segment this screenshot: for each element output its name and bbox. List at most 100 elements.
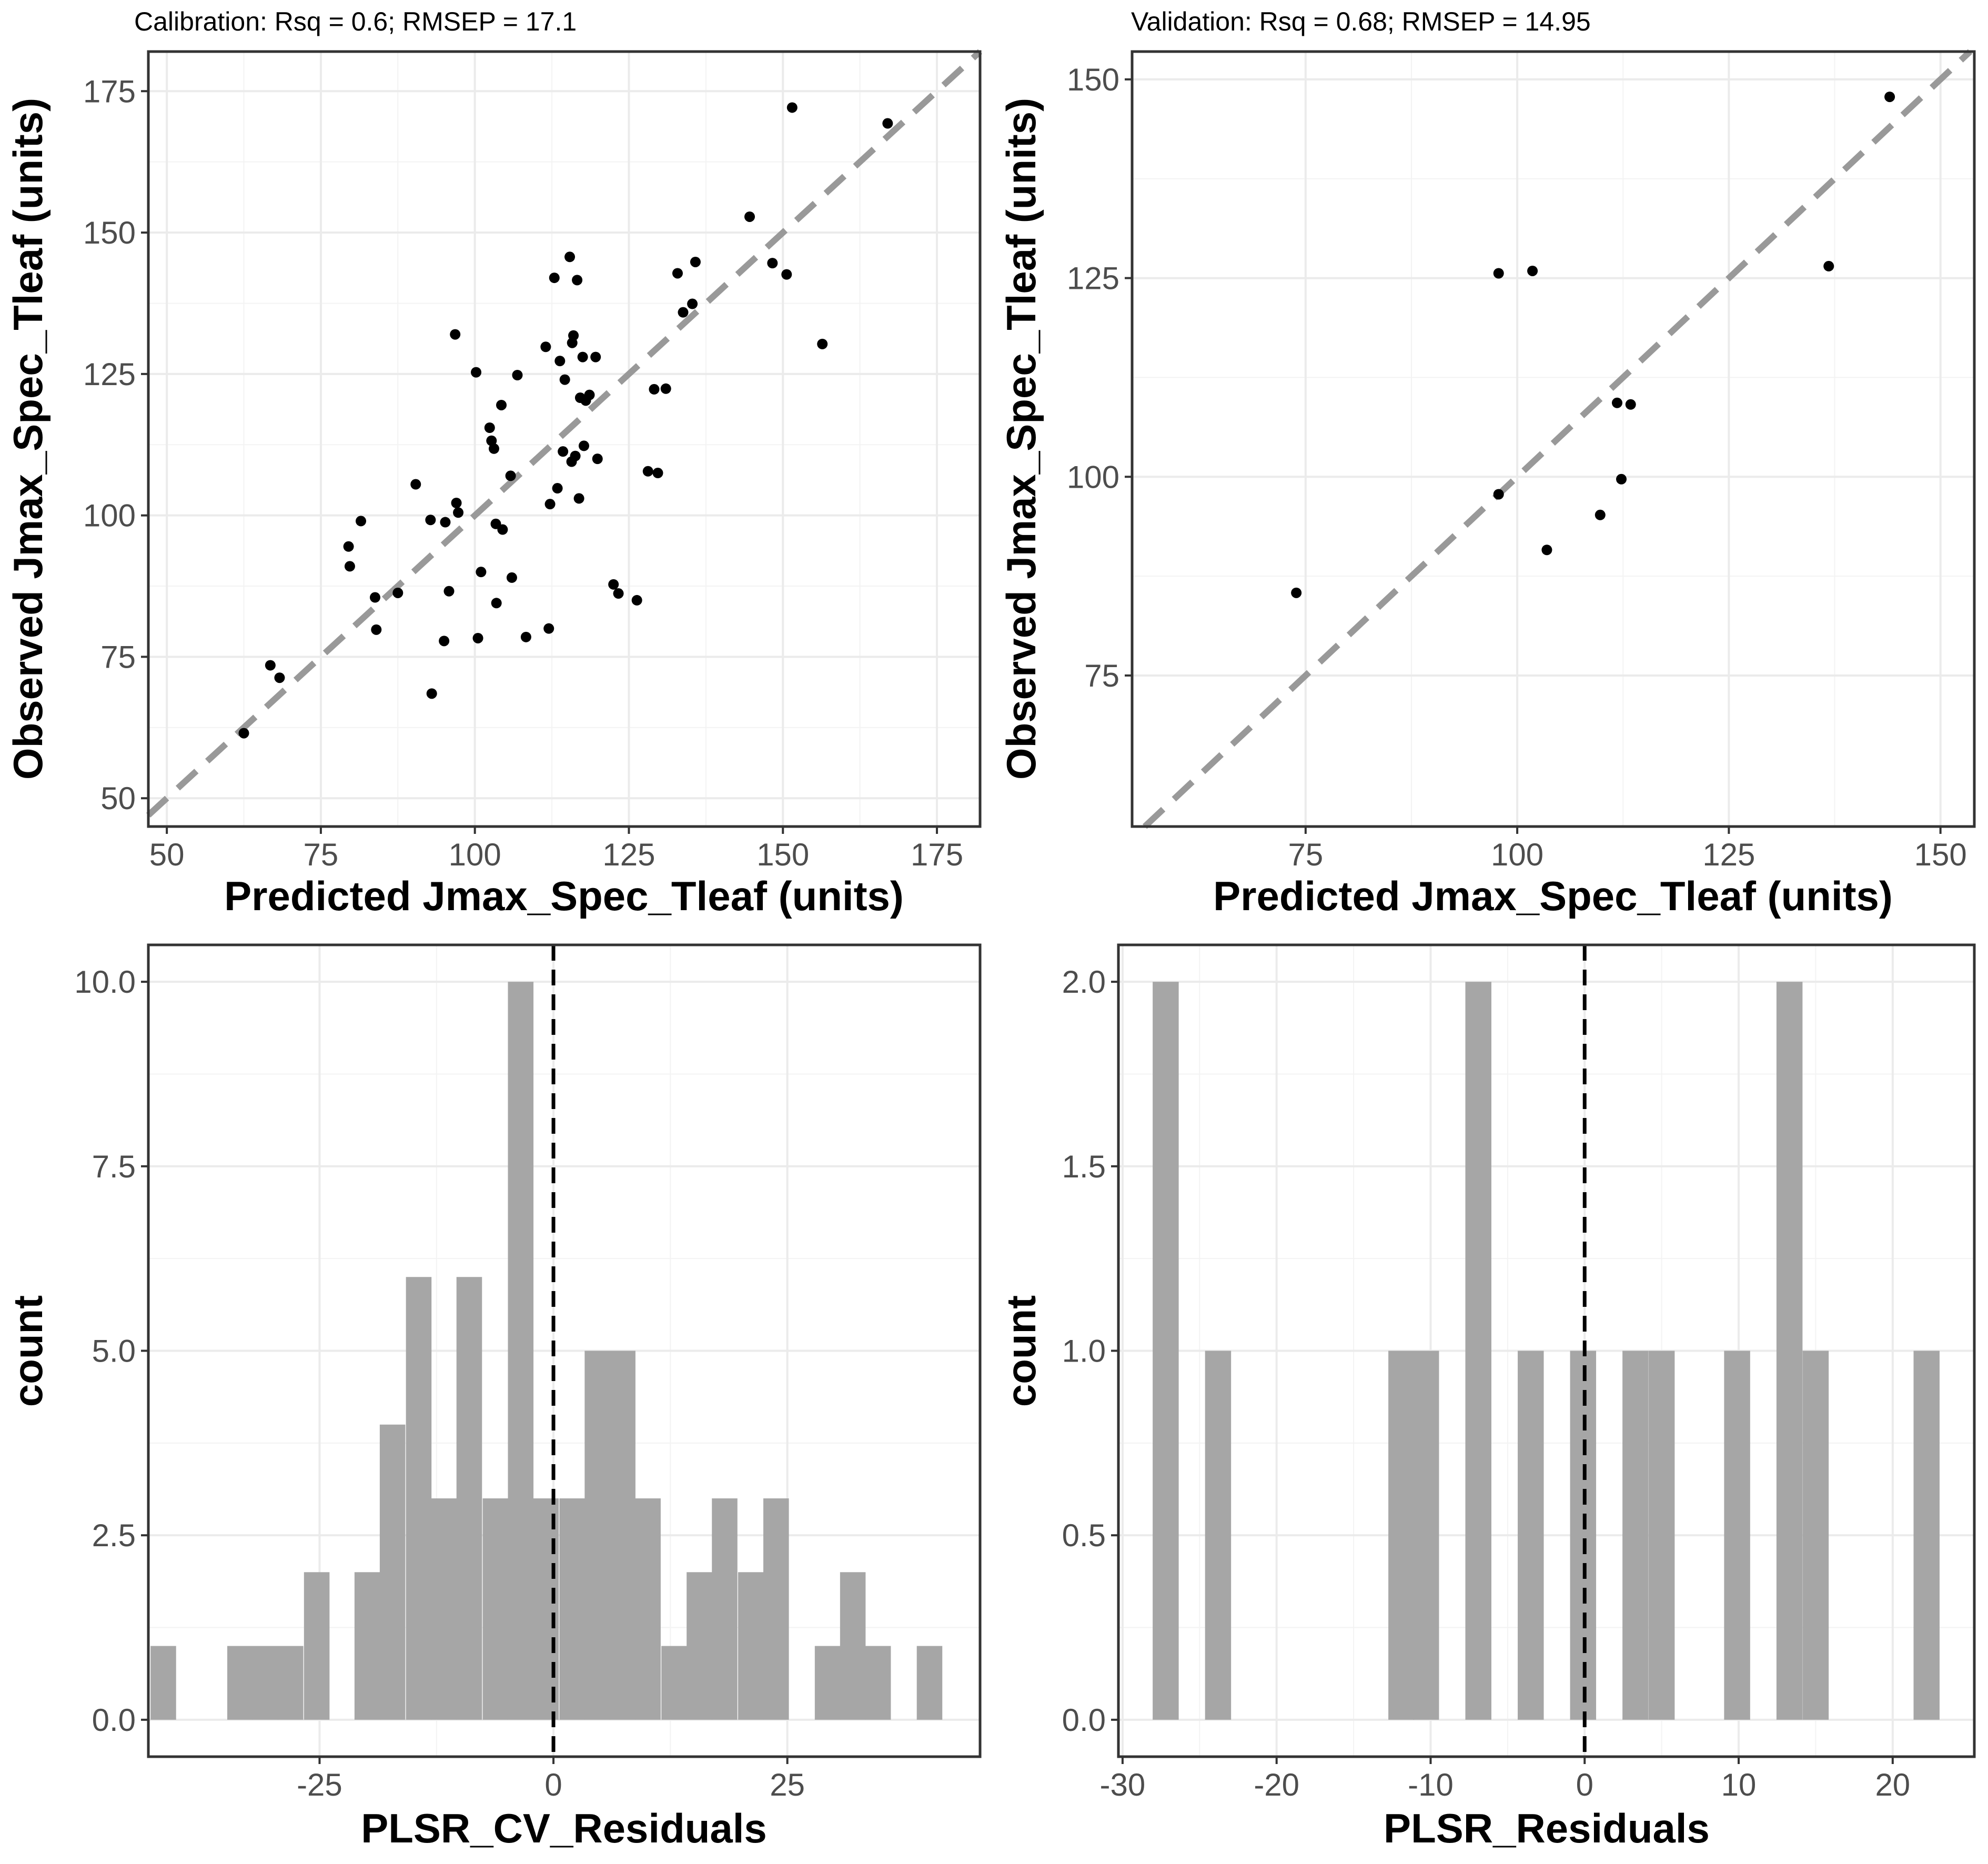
validation-data-point: [1616, 473, 1627, 485]
calibration-x-tick-label: 175: [911, 837, 963, 872]
calibration-data-point: [453, 507, 464, 518]
calibration-data-point: [687, 298, 698, 309]
validation-data-point: [1291, 587, 1302, 598]
calibration-data-point: [573, 493, 584, 504]
validation-x-tick-label: 75: [1288, 837, 1323, 872]
residuals-x-tick-label: 20: [1875, 1767, 1910, 1802]
cv-residuals-axes: -25 0 25 0.0 2.5 5.0 7.5 10.0: [74, 964, 805, 1802]
calibration-data-point: [672, 268, 683, 279]
calibration-points: [146, 49, 983, 818]
calibration-data-point: [678, 307, 689, 318]
validation-x-tick-label: 150: [1914, 837, 1967, 872]
calibration-data-point: [497, 524, 508, 535]
calibration-data-point: [642, 466, 653, 477]
cv-residuals-histogram-bar: [865, 1646, 891, 1720]
validation-data-point: [1625, 399, 1636, 410]
cv-residuals-histogram-bar: [431, 1498, 457, 1720]
residuals-histogram-bar: [1622, 1351, 1649, 1720]
calibration-data-point: [690, 256, 701, 267]
calibration-data-point: [572, 275, 583, 286]
cv-residuals-histogram-bar: [150, 1646, 176, 1720]
calibration-data-point: [552, 483, 563, 494]
residuals-y-tick-label: 2.0: [1062, 964, 1106, 1000]
calibration-data-point: [564, 251, 576, 263]
residuals-x-axis-label: PLSR_Residuals: [1384, 1805, 1710, 1851]
validation-gridlines: [1132, 52, 1974, 827]
cv-residuals-histogram-bar: [456, 1277, 482, 1720]
validation-y-tick-label: 75: [1084, 658, 1119, 693]
calibration-y-tick-label: 125: [83, 357, 136, 392]
validation-y-tick-label: 150: [1067, 62, 1119, 97]
calibration-data-point: [817, 338, 828, 349]
calibration-data-point: [568, 330, 579, 341]
calibration-x-axis-label: Predicted Jmax_Spec_Tleaf (units): [224, 873, 904, 919]
cv-residuals-x-tick-label: 25: [770, 1767, 805, 1802]
calibration-data-point: [660, 383, 671, 394]
calibration-data-point: [392, 587, 403, 598]
cv-residuals-histogram-bar: [304, 1572, 330, 1720]
calibration-data-point: [265, 660, 276, 671]
cv-residuals-histogram-bar: [584, 1351, 610, 1720]
residuals-bars: [1153, 945, 1940, 1757]
validation-scatter-panel: Validation: Rsq = 0.68; RMSEP = 14.95 75…: [998, 7, 1976, 919]
validation-y-tick-label: 100: [1067, 459, 1119, 495]
calibration-data-point: [343, 541, 354, 552]
calibration-data-point: [570, 450, 581, 461]
calibration-data-point: [544, 499, 556, 510]
calibration-data-point: [451, 497, 462, 508]
validation-points: [1143, 49, 1973, 829]
residuals-x-tick-label: -20: [1254, 1767, 1299, 1802]
residuals-histogram-bar: [1465, 982, 1491, 1720]
calibration-data-point: [484, 422, 495, 433]
validation-data-point: [1527, 265, 1538, 276]
calibration-y-tick-label: 175: [83, 74, 136, 109]
calibration-data-point: [371, 624, 382, 635]
cv-residuals-y-axis-label: count: [5, 1295, 51, 1407]
cv-residuals-histogram-bar: [687, 1572, 712, 1720]
residuals-y-axis-label: count: [998, 1295, 1044, 1407]
residuals-x-tick-label: 10: [1721, 1767, 1757, 1802]
residuals-y-tick-label: 0.0: [1062, 1702, 1106, 1738]
cv-residuals-histogram-bar: [354, 1572, 380, 1720]
calibration-data-point: [631, 595, 642, 606]
validation-data-point: [1493, 268, 1504, 279]
cv-residuals-histogram-bar: [379, 1424, 406, 1720]
calibration-data-point: [425, 515, 436, 526]
calibration-x-tick-label: 150: [756, 837, 809, 872]
validation-data-point: [1611, 397, 1622, 408]
calibration-data-point: [608, 579, 619, 590]
cv-residuals-histogram-bar: [916, 1646, 943, 1720]
calibration-data-point: [652, 468, 663, 479]
cv-residuals-histogram-bar: [406, 1277, 432, 1720]
cv-residuals-histogram-bar: [482, 1498, 509, 1720]
calibration-data-point: [486, 435, 497, 446]
residuals-histogram-bar: [1412, 1351, 1439, 1720]
calibration-data-point: [344, 561, 355, 572]
calibration-data-point: [496, 399, 507, 410]
cv-residuals-histogram-bar: [533, 1498, 559, 1720]
calibration-data-point: [649, 384, 660, 395]
calibration-y-tick-label: 100: [83, 498, 136, 533]
residuals-x-tick-label: 0: [1576, 1767, 1593, 1802]
calibration-data-point: [476, 567, 487, 578]
calibration-data-point: [744, 211, 755, 222]
cv-residuals-histogram-bar: [763, 1498, 789, 1720]
validation-title: Validation: Rsq = 0.68; RMSEP = 14.95: [1131, 7, 1591, 36]
cv-residuals-y-tick-label: 5.0: [92, 1334, 136, 1369]
residuals-histogram-bar: [1518, 1351, 1544, 1720]
calibration-data-point: [590, 351, 601, 362]
residuals-y-tick-label: 1.5: [1062, 1149, 1106, 1184]
residuals-x-tick-label: -30: [1100, 1767, 1146, 1802]
cv-residuals-y-tick-label: 7.5: [92, 1149, 136, 1184]
residuals-histogram-bar: [1153, 982, 1179, 1720]
residuals-histogram-panel: -30 -20 -10 0 10 20 0.0 0.5 1.0 1.5 2.0 PLSR_Resid…: [998, 943, 1976, 1851]
calibration-data-point: [512, 370, 523, 381]
validation-x-tick-label: 100: [1491, 837, 1543, 872]
calibration-y-tick-label: 150: [83, 215, 136, 250]
validation-data-point: [1595, 509, 1606, 520]
calibration-data-point: [786, 102, 798, 113]
cv-residuals-bars: [150, 945, 943, 1757]
cv-residuals-y-tick-label: 10.0: [74, 964, 136, 1000]
calibration-x-tick-label: 125: [602, 837, 655, 872]
